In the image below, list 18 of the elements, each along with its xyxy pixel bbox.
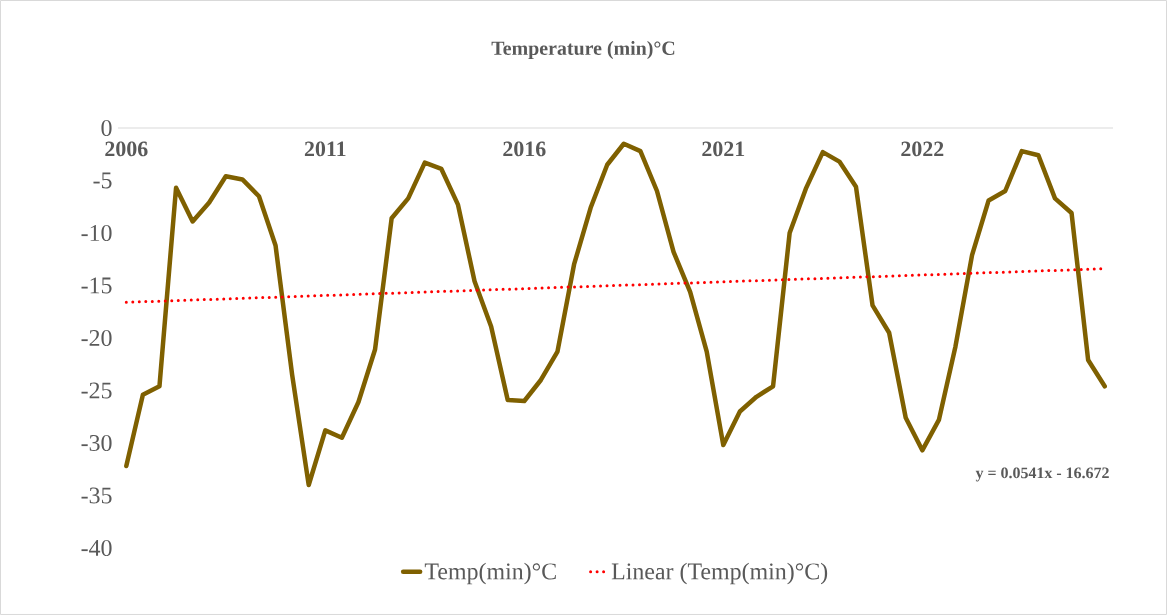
y-tick-label: -40 [81,539,112,557]
legend-label: Linear (Temp(min)°C) [611,562,828,585]
chart-title: Temperature (min)°C [491,40,675,60]
x-tick-label: 2016 [503,141,546,157]
y-tick-label: -25 [81,382,112,399]
y-tick-label: -10 [81,224,112,242]
y-tick-label: -5 [93,172,112,189]
legend-label: Temp(min)°C [424,562,556,585]
x-tick-label: 2021 [702,141,745,157]
x-tick-label: 2011 [304,141,346,157]
y-tick-label: -20 [81,329,112,347]
y-tick-label: -35 [81,487,112,504]
annotation: y = 0.0541x - 16.672 [975,467,1109,482]
y-tick-label: -15 [81,277,112,294]
y-tick-label: -30 [81,434,112,452]
x-tick-label: 2006 [105,141,148,157]
y-tick-label: 0 [101,119,112,137]
x-tick-label: 2022 [901,141,944,157]
